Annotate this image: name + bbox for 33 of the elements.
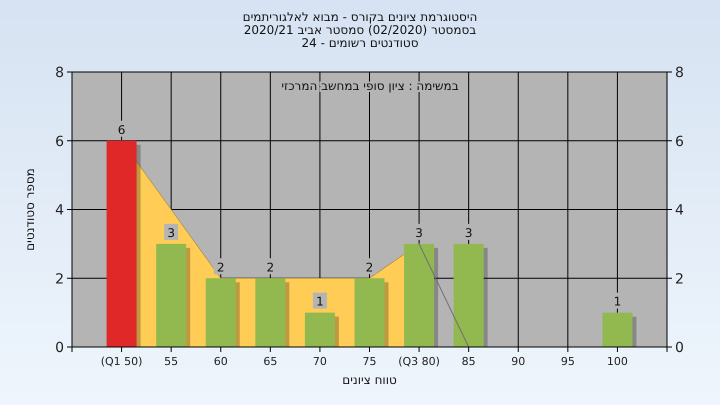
y2-tick-label: 0 — [675, 340, 684, 356]
x-tick-label: 90 — [511, 355, 526, 368]
y-tick-label: 6 — [55, 134, 64, 150]
x-tick-label: 95 — [560, 355, 575, 368]
x-tick-label: 85 — [462, 355, 476, 368]
x-tick-label: 70 — [312, 355, 327, 368]
y-tick-label: 2 — [55, 271, 64, 288]
data-label: 2 — [216, 260, 225, 274]
y-axis-title: מספר סטודנטים — [23, 168, 37, 251]
data-label: 3 — [464, 226, 472, 240]
y2-tick-label: 8 — [675, 65, 684, 81]
y2-tick-label: 6 — [675, 134, 684, 150]
chart-title: היסטוגרמת ציונים בקורס - מבוא לאלגוריתמים בסמסטר (02/2020) סמסטר אביב 2020/21 סטודנטים רשומים - 24 — [242, 10, 478, 50]
data-label: 2 — [366, 260, 374, 274]
data-label: 3 — [167, 226, 175, 240]
x-tick-label: 75 — [362, 355, 376, 368]
data-label: 2 — [266, 260, 274, 274]
x-tick-label: 65 — [263, 355, 278, 368]
x-tick-label: (Q1 50) — [100, 355, 142, 368]
data-label: 1 — [316, 294, 324, 309]
data-label: 6 — [118, 122, 126, 137]
x-tick-label: (Q3 80) — [398, 355, 440, 368]
data-label: 1 — [614, 294, 622, 309]
x-axis-title: טווח ציונים — [342, 373, 397, 387]
data-label: 3 — [415, 226, 423, 240]
x-tick-label: 60 — [214, 355, 228, 368]
x-tick-label: 55 — [164, 355, 178, 368]
y-tick-label: 8 — [55, 65, 64, 81]
y2-tick-label: 2 — [675, 271, 684, 288]
y-tick-label: 4 — [55, 202, 64, 218]
y2-tick-label: 4 — [675, 202, 684, 218]
y-tick-label: 0 — [55, 340, 64, 356]
x-tick-label: 100 — [606, 355, 628, 368]
